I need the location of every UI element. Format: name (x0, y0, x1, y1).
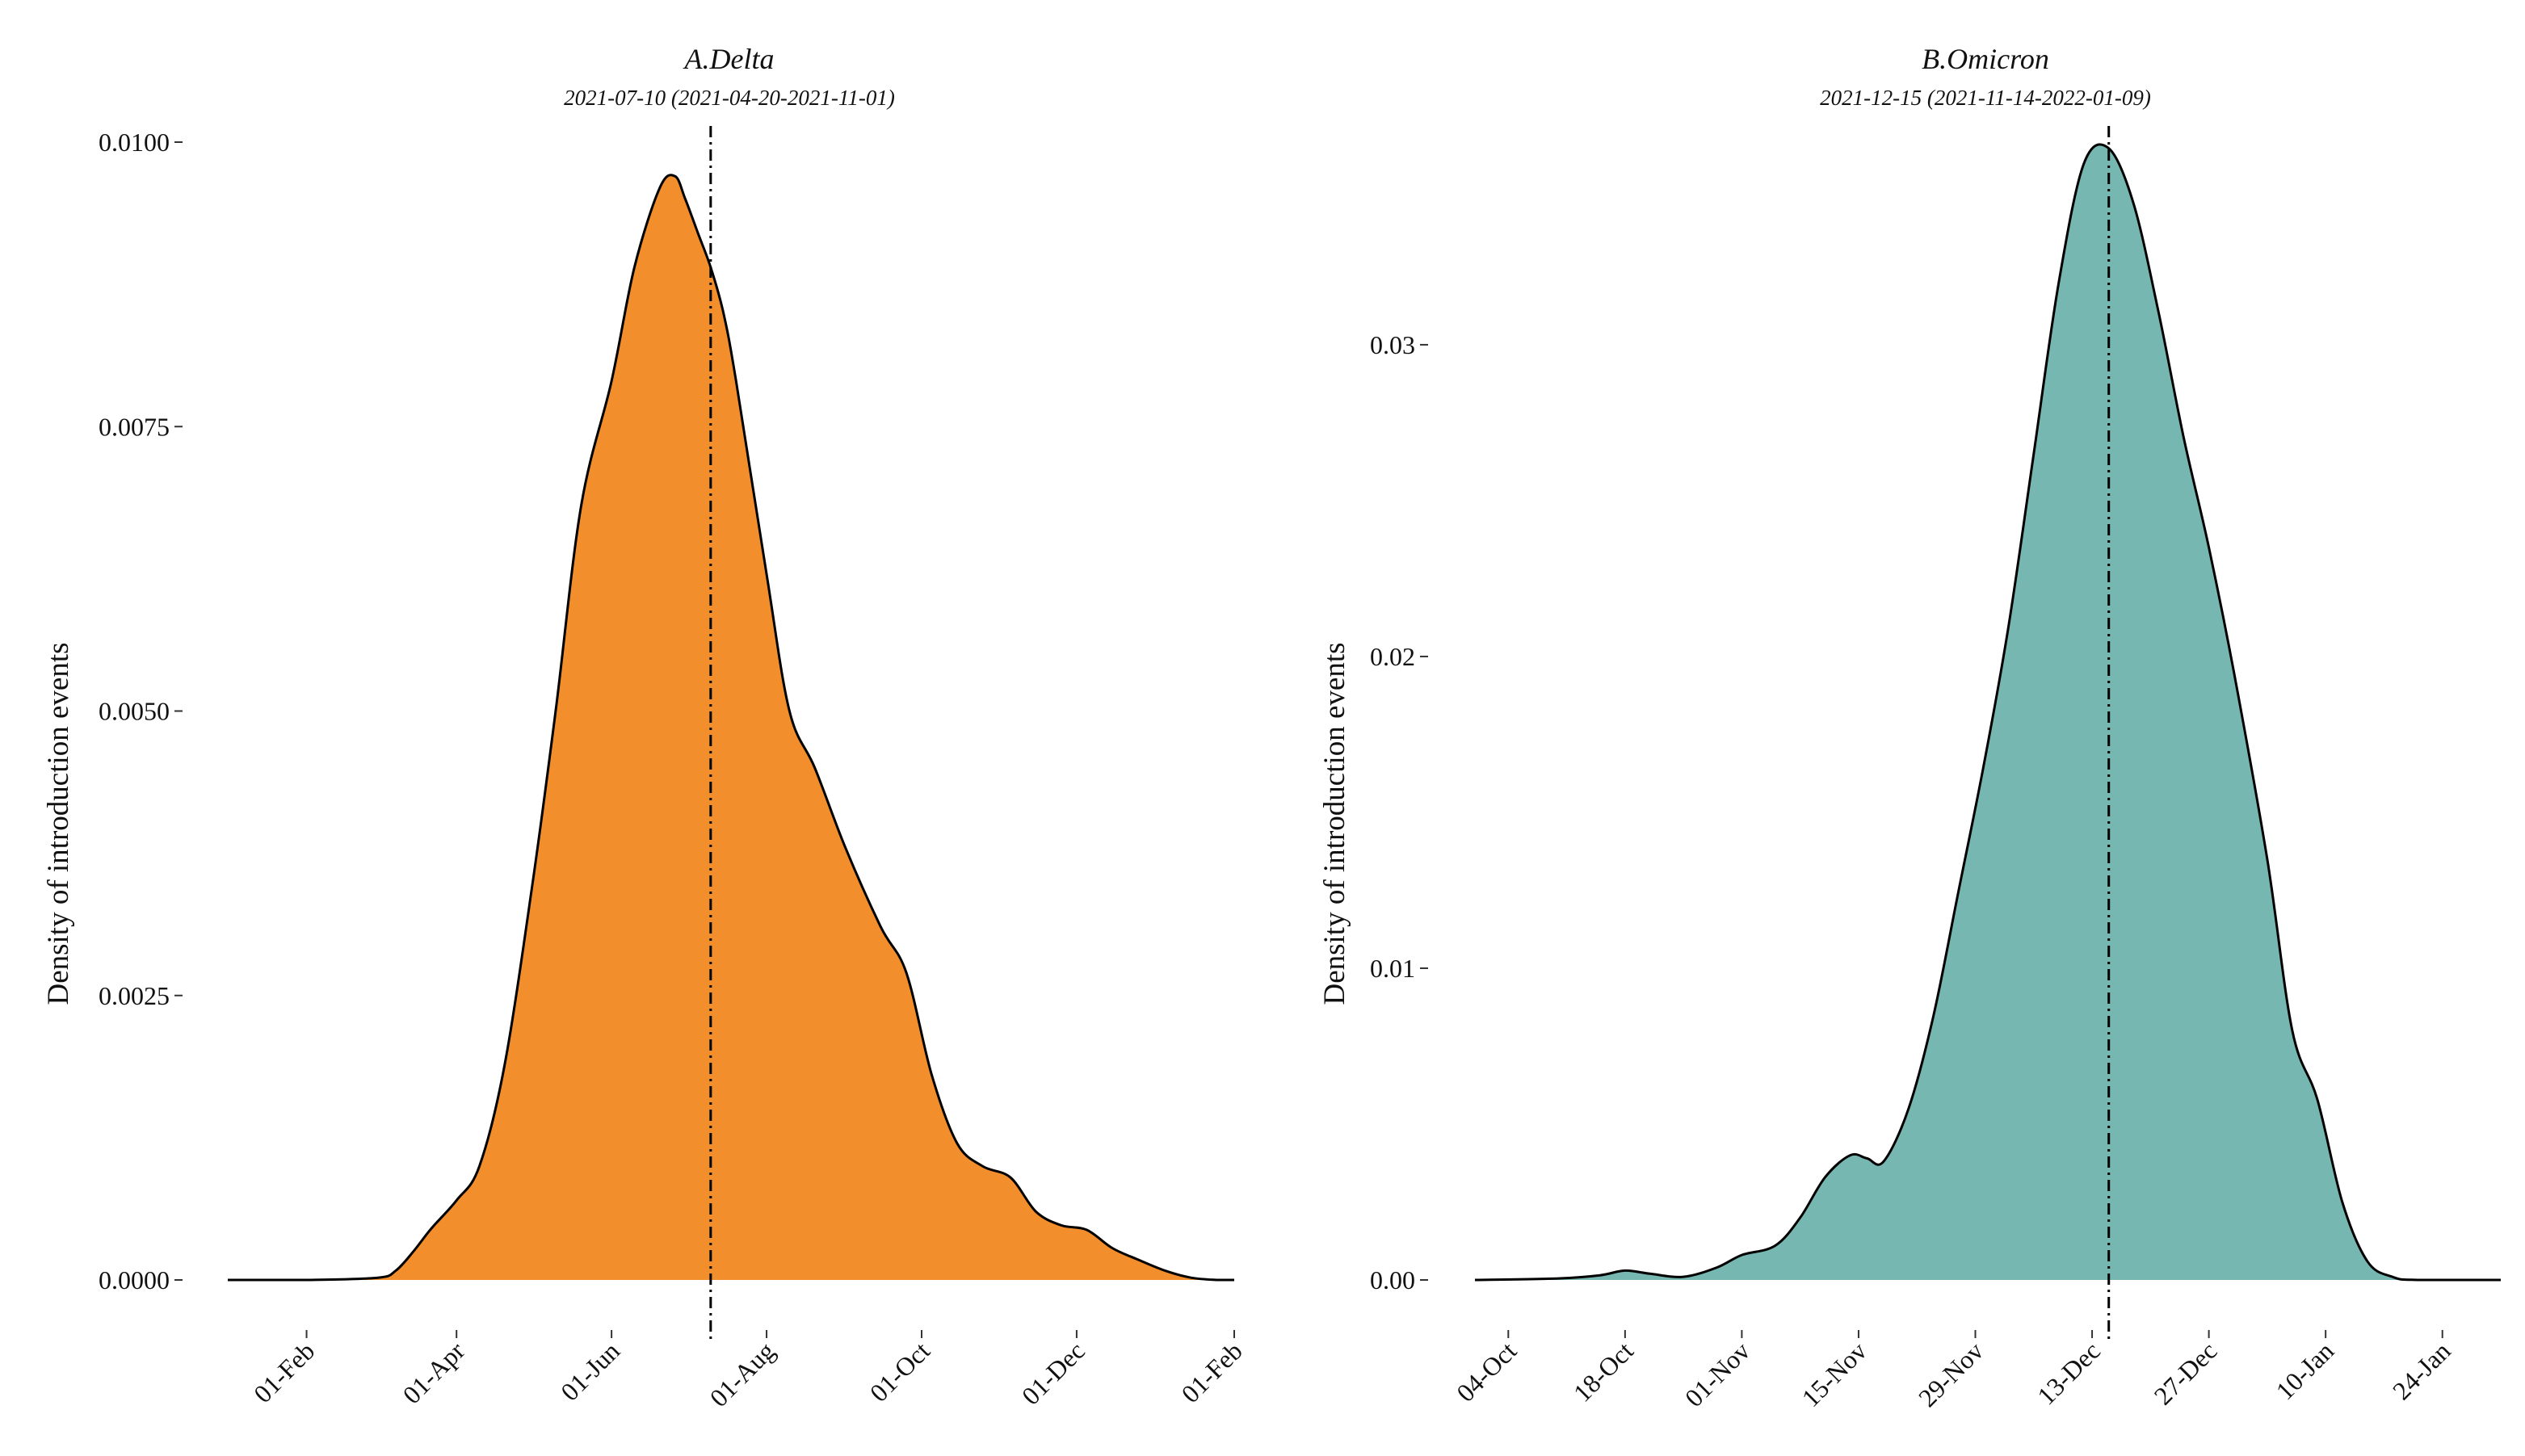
chart-title: A.Delta (683, 43, 775, 75)
density-area (1475, 144, 2501, 1280)
y-tick-label: 0.0025 (99, 981, 170, 1010)
y-tick-label: 0.0050 (99, 697, 170, 726)
y-axis-label: Density of introduction events (1318, 642, 1351, 1005)
y-tick-label: 0.00 (1370, 1265, 1415, 1294)
density-curve (1474, 143, 2501, 1282)
chart-title: B.Omicron (1922, 43, 2049, 75)
y-tick-label: 0.0075 (99, 412, 170, 441)
y-tick-label: 0.02 (1370, 642, 1415, 671)
density-curve (228, 174, 1234, 1282)
y-tick-label: 0.0000 (99, 1265, 170, 1294)
chart-subtitle: 2021-12-15 (2021-11-14-2022-01-09) (1820, 86, 2151, 110)
y-tick-label: 0.01 (1370, 954, 1415, 983)
y-tick-label: 0.0100 (99, 128, 170, 157)
density-area (228, 174, 1234, 1281)
y-axis-label: Density of introduction events (42, 642, 75, 1005)
chart-subtitle: 2021-07-10 (2021-04-20-2021-11-01) (564, 86, 895, 110)
y-tick-label: 0.03 (1370, 330, 1415, 359)
